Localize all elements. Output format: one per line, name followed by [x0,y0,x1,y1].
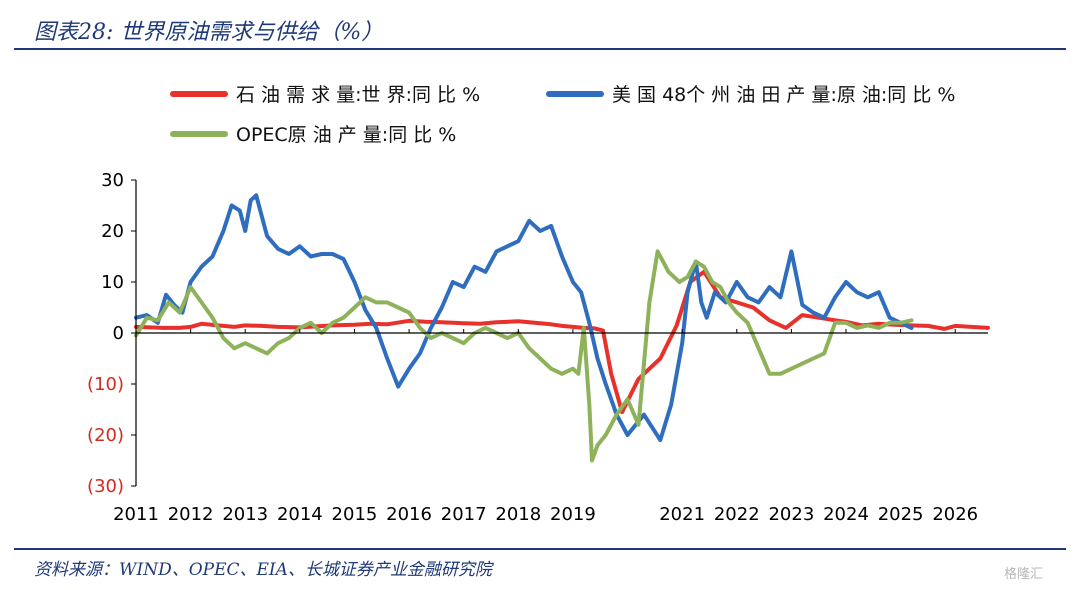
x-tick-label: 2023 [768,504,814,525]
title-rule [14,48,1066,50]
legend-item-us-production: 美 国 48个 州 油 田 产 量:原 油:同 比 % [546,80,955,107]
x-tick-label: 2018 [495,504,541,525]
x-tick-label: 2012 [168,504,214,525]
x-tick-label: 2011 [113,504,159,525]
y-tick-label: (30) [87,476,124,497]
x-tick-label: 2014 [277,504,323,525]
source-rule [14,548,1066,550]
figure-title: 图表28: 世界原油需求与供给（%） [34,20,384,45]
legend-item-opec-production: OPEC原 油 产 量:同 比 % [170,120,456,147]
chart-legend: 石 油 需 求 量:世 界:同 比 % 美 国 48个 州 油 田 产 量:原 … [0,0,1080,160]
x-tick-label: 2026 [932,504,978,525]
legend-label-opec-production: OPEC原 油 产 量:同 比 % [236,124,457,146]
x-tick-label: 2025 [878,504,924,525]
legend-label-demand: 石 油 需 求 量:世 界:同 比 % [236,84,481,106]
x-tick-label: 2019 [550,504,596,525]
y-tick-label: (20) [87,425,124,446]
series-layer [134,193,990,463]
x-tick-label: 2017 [441,504,487,525]
legend-swatch-us-production [546,90,604,97]
y-tick-label: 20 [101,221,124,242]
legend-swatch-opec-production [170,130,228,137]
series-line-2 [134,249,914,463]
x-tick-label: 2024 [823,504,869,525]
y-tick-label: (10) [87,374,124,395]
x-tick-label: 2015 [332,504,378,525]
legend-label-us-production: 美 国 48个 州 油 田 产 量:原 油:同 比 % [612,84,956,106]
x-tick-label: 2013 [222,504,268,525]
y-tick-label: 10 [101,272,124,293]
x-tick-label: 2016 [386,504,432,525]
source-note: 资料来源：WIND、OPEC、EIA、长城证券产业金融研究院 [34,560,492,580]
axes-layer: 30 20 10 0 (10) (20) (30) 2011 2012 2013 2014 2015 2… [87,170,988,525]
watermark-logo: 格隆汇 [1004,567,1044,582]
x-tick-label: 2022 [714,504,760,525]
x-tick-label: 2021 [659,504,705,525]
y-tick-label: 30 [101,170,124,191]
legend-item-demand: 石 油 需 求 量:世 界:同 比 % [170,80,480,107]
legend-swatch-demand [170,90,228,97]
y-tick-label: 0 [113,323,124,344]
series-line-1 [134,193,914,443]
